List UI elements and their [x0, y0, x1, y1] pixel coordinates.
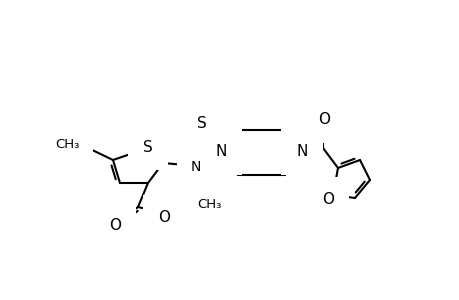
Text: O: O: [109, 218, 121, 233]
Text: O: O: [157, 211, 170, 226]
Text: O: O: [317, 112, 329, 128]
Text: O: O: [321, 193, 333, 208]
Text: NH: NH: [190, 160, 211, 174]
Text: S: S: [143, 140, 152, 154]
Text: CH₃: CH₃: [56, 137, 80, 151]
Text: N: N: [296, 145, 307, 160]
Text: S: S: [197, 116, 207, 131]
Text: N: N: [215, 145, 226, 160]
Text: CH₃: CH₃: [196, 197, 221, 211]
